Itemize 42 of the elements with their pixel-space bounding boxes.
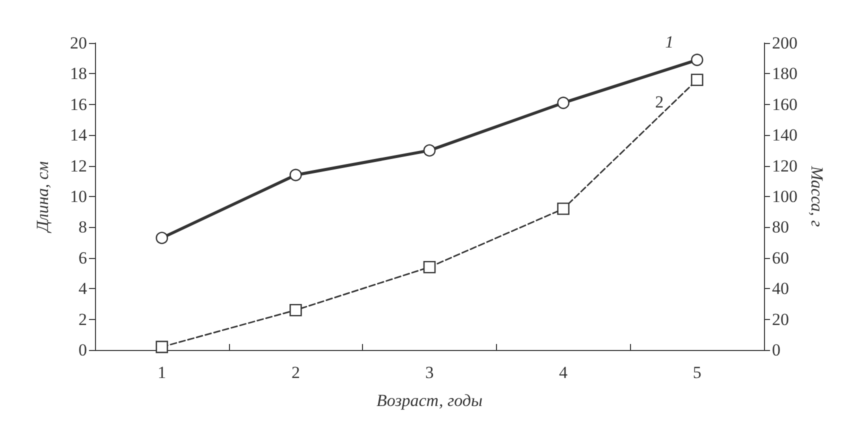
y2-tick-label: 40 xyxy=(772,279,789,298)
point xyxy=(423,260,436,274)
y-tick-label: 14 xyxy=(70,126,88,145)
y2-tick-label: 120 xyxy=(772,156,798,176)
y-tick-label: 8 xyxy=(78,218,87,237)
point xyxy=(423,144,436,157)
point xyxy=(557,202,570,215)
y-tick-label: 0 xyxy=(78,340,87,360)
y-tick-label: 20 xyxy=(70,34,87,52)
x-tick-label: 2 xyxy=(291,363,300,382)
y-tick-label: 12 xyxy=(70,156,87,176)
y-tick-label: 2 xyxy=(78,310,87,329)
y2-tick-label: 100 xyxy=(772,187,798,206)
y2-tick-label: 140 xyxy=(772,126,798,145)
point xyxy=(290,304,302,316)
point xyxy=(156,232,168,244)
x-tick-label: 4 xyxy=(559,363,568,382)
y2-tick-label: 60 xyxy=(772,248,789,268)
y-tick-label: 6 xyxy=(78,248,87,268)
y2-tick-label: 80 xyxy=(772,218,789,237)
point xyxy=(290,168,302,182)
point xyxy=(690,74,704,86)
series-label: 1 xyxy=(665,32,674,52)
y2-tick-label: 0 xyxy=(772,340,780,360)
series-label: 2 xyxy=(655,92,664,112)
point xyxy=(156,340,168,354)
y2-tick-label: 200 xyxy=(772,34,798,52)
y-axis-title: Длина, см xyxy=(33,161,52,234)
x-tick-label: 1 xyxy=(158,363,166,382)
point xyxy=(557,96,570,110)
y2-tick-label: 180 xyxy=(772,64,798,84)
x-axis-title: Возраст, годы xyxy=(376,391,483,410)
x-tick-label: 3 xyxy=(425,363,434,382)
y-tick-label: 10 xyxy=(70,187,87,206)
y-tick-label: 4 xyxy=(78,279,88,298)
y-tick-label: 18 xyxy=(70,64,87,84)
y-tick-label: 16 xyxy=(70,94,87,114)
y2-tick-label: 20 xyxy=(772,310,789,329)
point xyxy=(690,54,704,66)
y2-axis-title: Масса, г xyxy=(807,165,826,228)
y2-tick-label: 160 xyxy=(772,94,798,114)
x-tick-label: 5 xyxy=(692,363,702,382)
